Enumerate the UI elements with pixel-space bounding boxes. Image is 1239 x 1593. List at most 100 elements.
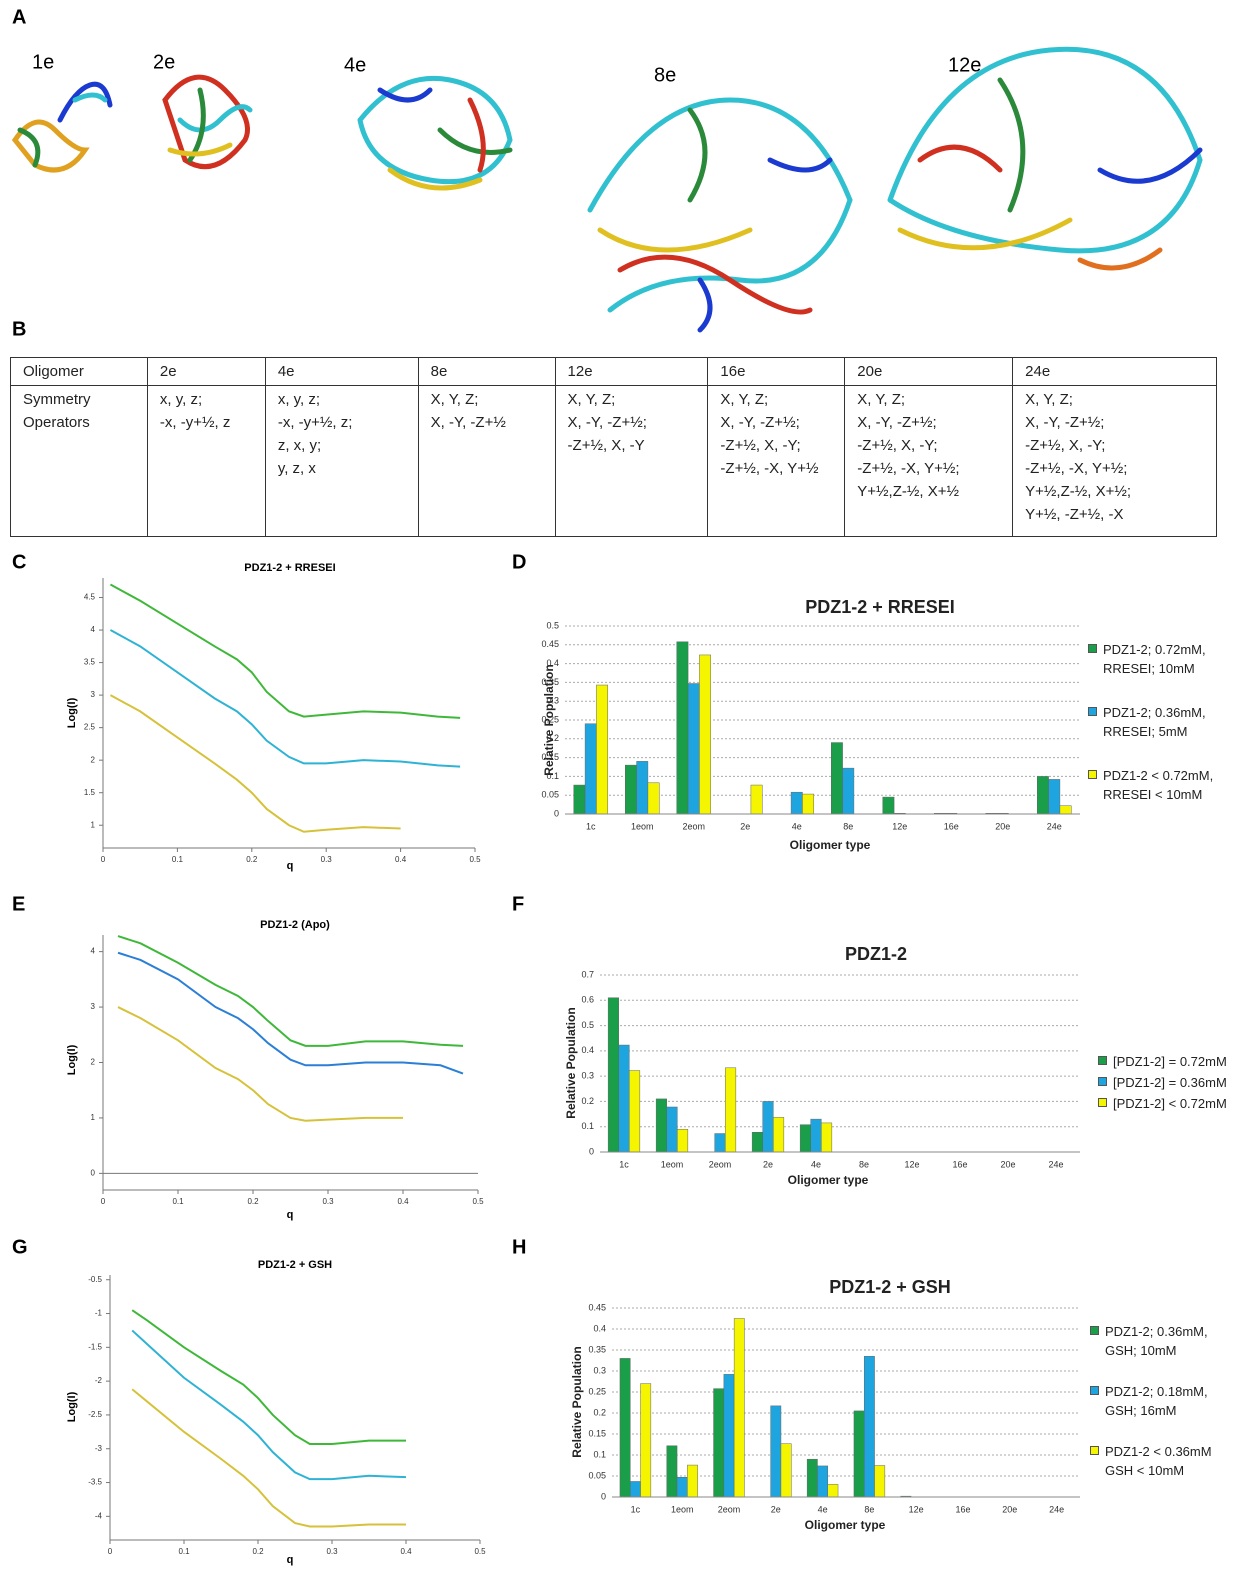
legend-label: PDZ1-2; 0.36mM, RRESEI; 5mM: [1103, 703, 1221, 741]
bar: [677, 1129, 688, 1152]
x-tick-label: 8e: [843, 821, 853, 831]
operator-line: -Z+½, -X, Y+½;: [1025, 457, 1204, 480]
y-tick-label: -2.5: [88, 1410, 102, 1419]
bar: [608, 998, 619, 1152]
bar: [629, 1071, 640, 1152]
x-axis-label: q: [287, 1554, 294, 1566]
bar: [802, 794, 813, 814]
y-tick-label: -0.5: [88, 1275, 102, 1284]
y-tick-label: 0.4: [581, 1045, 594, 1055]
operator-line: Y+½,Z-½, X+½: [857, 480, 1000, 503]
structure-label: 2e: [153, 51, 175, 73]
bar: [1049, 779, 1060, 814]
table-row-label: Symmetry Operators: [11, 386, 148, 537]
x-tick-label: 12e: [904, 1159, 919, 1169]
y-tick-label: 0.3: [581, 1071, 594, 1081]
panel-label: D: [512, 551, 526, 573]
legend-label: [PDZ1-2] = 0.36mM: [1113, 1073, 1231, 1092]
saxs-curve: [110, 585, 460, 718]
operator-line: X, -Y, -Z+½: [431, 411, 543, 434]
bar: [585, 724, 596, 814]
bar: [843, 768, 854, 814]
bar: [883, 797, 894, 814]
x-axis-label: Oligomer type: [788, 1173, 869, 1187]
y-tick-label: 0.1: [546, 771, 559, 781]
operator-line: x, y, z;: [278, 388, 406, 411]
legend-entry: [PDZ1-2] < 0.72mM: [1098, 1094, 1231, 1113]
x-tick-label: 0.1: [178, 1547, 190, 1556]
legend-entry: PDZ1-2 < 0.72mM, RRESEI < 10mM: [1088, 766, 1221, 804]
panel-label: H: [512, 1236, 526, 1258]
y-tick-label: 0.15: [588, 1428, 606, 1438]
legend-label: [PDZ1-2] < 0.72mM: [1113, 1094, 1231, 1113]
bar: [817, 1466, 827, 1497]
bar: [641, 1384, 651, 1497]
x-tick-label: 1c: [631, 1504, 641, 1514]
bar: [667, 1446, 677, 1497]
x-tick-label: 0.4: [400, 1547, 412, 1556]
x-tick-label: 2e: [740, 821, 750, 831]
x-tick-label: 2eom: [718, 1504, 741, 1514]
saxs-curve: [110, 695, 400, 832]
y-tick-label: 0: [589, 1146, 594, 1156]
x-tick-label: 0.4: [395, 855, 407, 864]
legend-swatch: [1098, 1056, 1107, 1065]
y-tick-label: 0.45: [541, 639, 559, 649]
bar: [714, 1389, 724, 1497]
x-tick-label: 0.2: [252, 1547, 264, 1556]
figure: A B C D E F G H 1e 2e 4e 8e 12e PDZ1-2 +…: [0, 0, 1239, 1593]
y-tick-label: -3.5: [88, 1478, 102, 1487]
bar: [667, 1107, 678, 1152]
y-tick-label: 0.25: [588, 1386, 606, 1396]
legend-swatch: [1090, 1386, 1099, 1395]
y-tick-label: 0.15: [541, 752, 559, 762]
table-header-cell: 2e: [147, 358, 265, 386]
panel-label: F: [512, 893, 524, 915]
chart-title: PDZ1-2 + RRESEI: [244, 562, 335, 574]
table-cell: X, Y, Z;X, -Y, -Z+½: [418, 386, 555, 537]
y-tick-label: 4: [91, 625, 96, 634]
operator-line: z, x, y;: [278, 434, 406, 457]
operator-line: X, Y, Z;: [1025, 388, 1204, 411]
x-tick-label: 1eom: [661, 1159, 684, 1169]
chart-title: PDZ1-2: [845, 944, 907, 964]
protein-structures: [15, 49, 1200, 330]
bar: [687, 1465, 697, 1497]
operator-line: X, -Y, -Z+½;: [857, 411, 1000, 434]
y-axis-label: Log(I): [66, 1391, 78, 1422]
chart-title: PDZ1-2 (Apo): [260, 919, 330, 931]
x-tick-label: 0.5: [474, 1547, 486, 1556]
operator-line: -Z+½, X, -Y;: [720, 434, 832, 457]
table-cell: x, y, z;-x, -y+½, z;z, x, y;y, z, x: [265, 386, 418, 537]
y-tick-label: 3: [91, 1002, 96, 1011]
y-tick-label: 0.1: [581, 1121, 594, 1131]
bar: [630, 1481, 640, 1497]
y-axis-label: Log(I): [66, 1044, 78, 1075]
y-tick-label: 1: [91, 820, 96, 829]
x-tick-label: 0.2: [247, 1197, 259, 1206]
operator-line: -Z+½, X, -Y;: [1025, 434, 1204, 457]
y-tick-label: 0.2: [546, 733, 559, 743]
x-tick-label: 4e: [818, 1504, 828, 1514]
saxs-curve: [118, 953, 463, 1074]
y-tick-label: 0.6: [581, 995, 594, 1005]
x-tick-label: 12e: [909, 1504, 924, 1514]
y-tick-label: 4.5: [84, 593, 96, 602]
y-tick-label: 0.2: [593, 1407, 606, 1417]
y-tick-label: 0.5: [546, 620, 559, 630]
x-tick-label: 0.5: [469, 855, 481, 864]
y-tick-label: 0.05: [588, 1470, 606, 1480]
x-axis-label: Oligomer type: [805, 1518, 886, 1532]
bar: [811, 1119, 822, 1152]
bar: [677, 1477, 687, 1497]
table-header-cell: 12e: [555, 358, 708, 386]
y-tick-label: 2.5: [84, 723, 96, 732]
legend-entry: PDZ1-2; 0.36mM, GSH; 10mM: [1090, 1322, 1223, 1360]
y-tick-label: -1: [95, 1309, 103, 1318]
legend-swatch: [1088, 770, 1097, 779]
x-tick-label: 0: [101, 855, 106, 864]
bar: [715, 1134, 726, 1152]
structure-label: 8e: [654, 64, 676, 86]
y-tick-label: 1: [91, 1113, 96, 1122]
x-tick-label: 1c: [586, 821, 596, 831]
